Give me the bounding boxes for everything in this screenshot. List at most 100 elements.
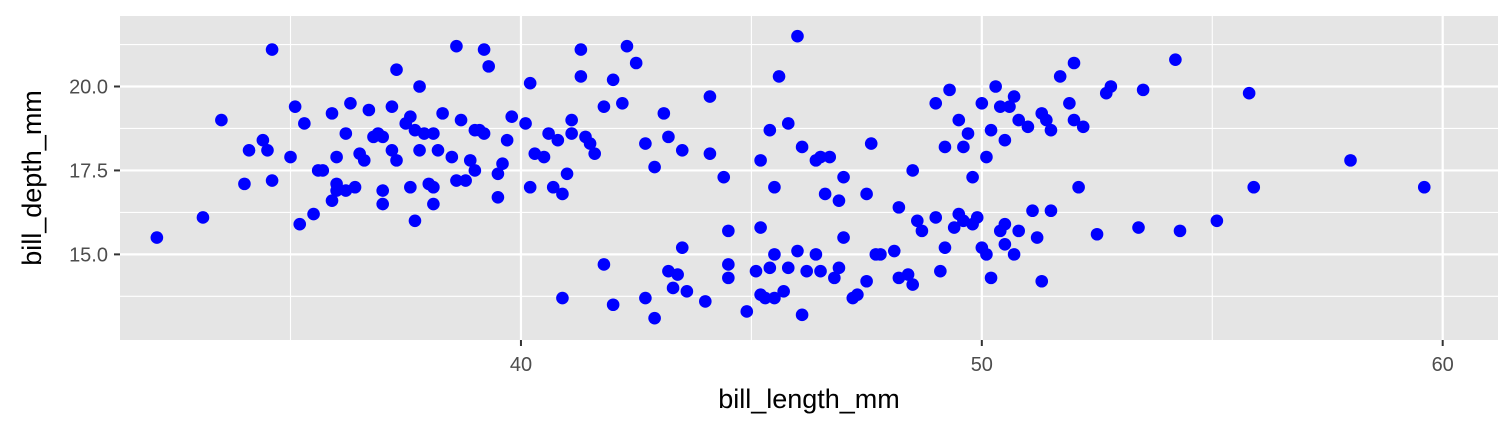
data-point [717, 170, 731, 184]
data-point [943, 83, 956, 97]
data-point [777, 285, 790, 298]
data-point [666, 281, 680, 295]
data-point [606, 298, 620, 312]
minor-gridlines [120, 16, 1498, 340]
data-point [915, 224, 929, 238]
data-point [422, 177, 436, 191]
data-point [814, 264, 827, 278]
data-point [1030, 231, 1044, 244]
data-point [961, 127, 975, 140]
data-point [648, 311, 661, 325]
data-point [404, 110, 417, 124]
data-point [989, 80, 1002, 93]
data-point [906, 164, 919, 177]
data-point [639, 291, 652, 305]
data-point [1007, 90, 1021, 103]
data-point [749, 264, 763, 278]
data-point [993, 100, 1007, 113]
data-point [376, 184, 389, 197]
data-point [519, 117, 532, 130]
data-point [376, 197, 389, 211]
data-point [542, 127, 555, 140]
data-point [330, 150, 343, 164]
data-point [1417, 180, 1431, 194]
data-point [1090, 227, 1104, 241]
data-point [1076, 120, 1090, 134]
data-point [597, 100, 611, 113]
y-tick-label: 20.0 [69, 77, 108, 99]
plot-panel [120, 16, 1498, 340]
x-axis-title: bill_length_mm [718, 384, 900, 414]
data-point [795, 140, 809, 154]
data-point [740, 305, 754, 318]
data-point [860, 187, 873, 201]
data-point [722, 258, 735, 271]
data-point [565, 127, 578, 140]
data-point [980, 150, 993, 164]
data-point [574, 43, 588, 56]
data-point [196, 211, 210, 224]
data-point [256, 133, 270, 147]
data-point [307, 207, 320, 221]
data-point [588, 147, 601, 160]
data-point [357, 154, 371, 167]
data-point [1136, 83, 1150, 97]
data-point [791, 244, 804, 258]
data-point [620, 39, 634, 53]
data-point [1169, 53, 1182, 66]
data-point [1007, 248, 1021, 261]
data-point [1072, 180, 1085, 194]
data-point [781, 117, 795, 130]
data-point [427, 197, 440, 211]
data-point [887, 244, 901, 258]
data-point [404, 180, 417, 194]
data-point [330, 184, 343, 197]
data-point [413, 80, 426, 93]
data-point [574, 70, 588, 83]
data-point [809, 248, 823, 261]
data-point [242, 144, 256, 157]
data-point [768, 180, 781, 194]
data-point [938, 140, 952, 154]
data-point [344, 96, 357, 110]
data-point [675, 241, 689, 254]
data-point [284, 150, 297, 164]
data-point [436, 107, 449, 120]
data-point [325, 107, 339, 120]
data-point [772, 70, 786, 83]
data-point [929, 211, 943, 224]
data-point [662, 130, 675, 144]
data-point [546, 180, 560, 194]
data-point [1012, 224, 1025, 238]
data-point [1012, 113, 1025, 127]
data-point [1026, 204, 1039, 218]
data-point [413, 144, 426, 157]
data-point [537, 150, 551, 164]
data-point [814, 150, 827, 164]
data-point [837, 231, 850, 244]
data-point [998, 238, 1012, 251]
data-point [934, 264, 947, 278]
data-point [818, 187, 832, 201]
data-point [906, 278, 919, 291]
data-point [556, 187, 569, 201]
data-point [482, 60, 495, 73]
data-point [298, 117, 311, 130]
data-point [496, 157, 509, 171]
data-point [699, 295, 712, 308]
data-point [1021, 120, 1035, 134]
data-point [947, 221, 961, 234]
data-point [1063, 96, 1076, 110]
data-point [385, 100, 399, 113]
y-axis: 15.0 17.5 20.0 [69, 77, 120, 266]
data-point [874, 248, 887, 261]
data-point [417, 127, 431, 140]
data-point [1344, 154, 1357, 167]
data-point [1053, 70, 1067, 83]
y-axis-title: bill_depth_mm [17, 90, 47, 266]
data-point [1067, 56, 1081, 70]
data-point [823, 150, 837, 164]
data-point [505, 110, 519, 124]
data-point [477, 43, 491, 56]
data-point [1242, 86, 1256, 100]
